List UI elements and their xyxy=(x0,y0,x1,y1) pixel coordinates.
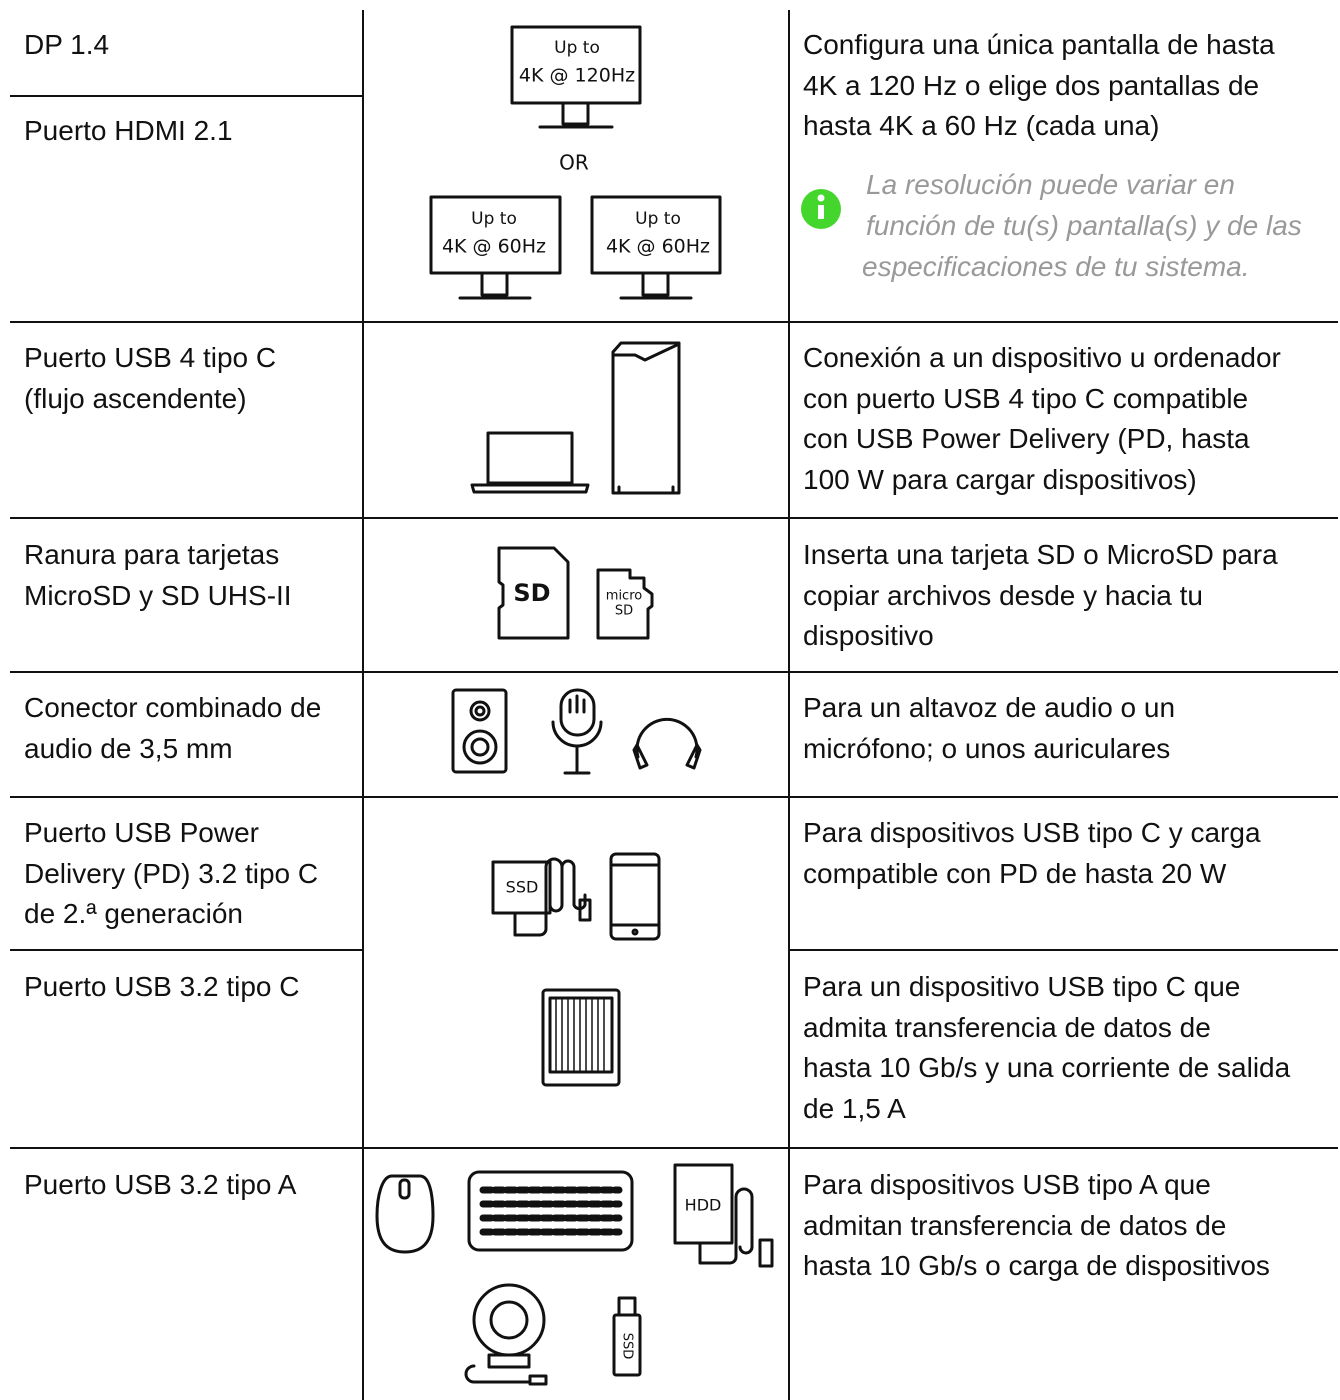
icon-label: 4K @ 60Hz xyxy=(442,236,546,258)
icon-label: SSD xyxy=(506,878,539,897)
description: con USB Power Delivery (PD, hasta xyxy=(803,423,1250,454)
monitor-icons xyxy=(429,25,722,300)
description: hasta 4K a 60 Hz (cada una) xyxy=(803,110,1160,141)
sd-icons xyxy=(497,546,654,640)
port-label: (flujo ascendente) xyxy=(24,382,247,414)
description: Para dispositivos USB tipo C y carga xyxy=(803,817,1261,848)
description: Para un altavoz de audio o un xyxy=(803,692,1176,723)
icon-label: OR xyxy=(559,151,589,175)
icon-label: SD xyxy=(513,579,550,607)
port-label: Puerto USB Power xyxy=(24,817,259,848)
port-label: de 2.ª generación xyxy=(24,898,243,929)
description: Inserta una tarjeta SD o MicroSD para xyxy=(803,539,1278,570)
description: compatible con PD de hasta 20 W xyxy=(803,857,1227,889)
usb-a-icons xyxy=(375,1163,774,1386)
description: 100 W para cargar dispositivos) xyxy=(803,463,1197,495)
description: Conexión a un dispositivo u ordenador xyxy=(803,342,1281,373)
description: de 1,5 A xyxy=(803,1092,906,1124)
port-label: Puerto HDMI 2.1 xyxy=(24,115,233,146)
description: micrófono; o unos auriculares xyxy=(803,732,1171,764)
description: Para un dispositivo USB tipo C que xyxy=(803,971,1241,1002)
computer-icons xyxy=(470,341,681,495)
description: Para dispositivos USB tipo A que xyxy=(803,1169,1211,1200)
description: dispositivo xyxy=(803,620,934,651)
port-label: Conector combinado de xyxy=(24,692,322,723)
description: hasta 10 Gb/s o carga de dispositivos xyxy=(803,1250,1270,1281)
port-label: Delivery (PD) 3.2 tipo C xyxy=(24,857,319,889)
description: Configura una única pantalla de hasta xyxy=(803,29,1275,60)
icon-label: micro xyxy=(606,589,642,604)
note-text: función de tu(s) pantalla(s) y de las xyxy=(866,210,1302,241)
icon-label: 4K @ 120Hz xyxy=(519,65,635,87)
icon-label: Up to xyxy=(471,209,517,229)
table-lines xyxy=(10,10,1338,1400)
description: hasta 10 Gb/s y una corriente de salida xyxy=(803,1052,1291,1083)
port-label: audio de 3,5 mm xyxy=(24,732,233,764)
description: copiar archivos desde y hacia tu xyxy=(803,579,1203,611)
audio-icons xyxy=(451,688,702,775)
note-text: La resolución puede variar en xyxy=(866,169,1235,200)
icon-label: SD xyxy=(615,604,633,619)
port-label: Puerto USB 3.2 tipo C xyxy=(24,971,300,1002)
icon-label: 4K @ 60Hz xyxy=(606,236,710,258)
description: 4K a 120 Hz o elige dos pantallas de xyxy=(803,69,1260,101)
description: admitan transferencia de datos de xyxy=(803,1209,1227,1241)
icon-label: SSD xyxy=(620,1333,635,1360)
port-label: MicroSD y SD UHS-II xyxy=(24,579,292,611)
description: con puerto USB 4 tipo C compatible xyxy=(803,382,1249,414)
port-label: DP 1.4 xyxy=(24,29,110,60)
port-label: Puerto USB 3.2 tipo A xyxy=(24,1169,297,1200)
icon-label: Up to xyxy=(554,38,600,58)
usb-c-icons xyxy=(491,852,661,1087)
icon-label: Up to xyxy=(635,209,681,229)
port-label: Puerto USB 4 tipo C xyxy=(24,342,277,373)
icon-label: HDD xyxy=(685,1196,722,1215)
description: admita transferencia de datos de xyxy=(803,1011,1211,1043)
port-label: Ranura para tarjetas xyxy=(24,539,280,570)
note-text: especificaciones de tu sistema. xyxy=(862,251,1250,282)
info-icon xyxy=(801,189,841,229)
